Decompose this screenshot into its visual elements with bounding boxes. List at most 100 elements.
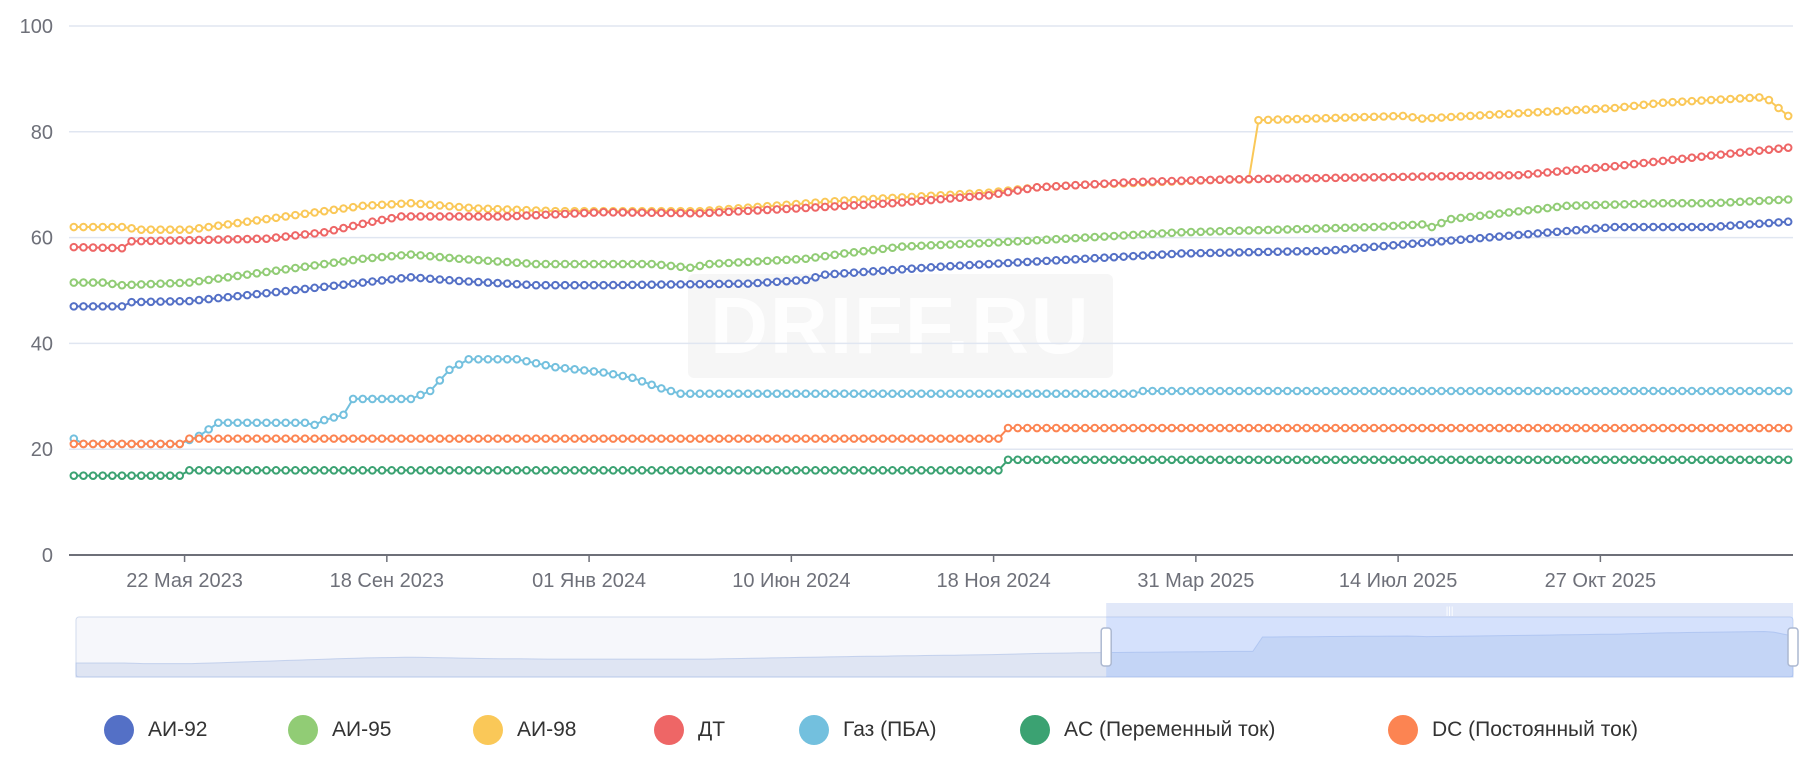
data-point — [1225, 226, 1234, 236]
data-point — [406, 466, 416, 475]
data-point — [1417, 423, 1427, 433]
data-point — [859, 434, 868, 443]
data-point — [416, 212, 425, 221]
data-point — [233, 291, 242, 301]
data-point — [570, 434, 579, 443]
legend-item[interactable]: AC (Переменный ток) — [1020, 715, 1275, 745]
data-point — [1196, 175, 1205, 185]
y-tick-label: 80 — [31, 122, 53, 144]
data-point — [859, 200, 868, 210]
data-point — [1475, 386, 1485, 396]
legend-item[interactable]: DC (Постоянный ток) — [1388, 715, 1638, 745]
data-point — [1398, 386, 1408, 396]
data-point — [377, 252, 387, 262]
data-point — [1177, 386, 1186, 396]
data-point — [753, 257, 762, 266]
data-point — [1649, 157, 1658, 167]
data-point — [1706, 151, 1716, 160]
data-point — [1032, 455, 1042, 465]
data-point — [252, 466, 262, 475]
data-point — [1745, 197, 1754, 206]
data-point — [1706, 198, 1716, 208]
data-point — [396, 394, 406, 404]
data-point — [1350, 244, 1360, 253]
data-point — [262, 288, 271, 298]
data-point — [522, 211, 531, 220]
data-point — [396, 212, 406, 221]
data-point — [1013, 258, 1022, 267]
data-point — [136, 280, 146, 289]
data-point — [1726, 197, 1735, 207]
data-point — [955, 466, 965, 475]
data-point — [1417, 220, 1427, 229]
data-point — [1311, 386, 1321, 396]
data-point — [608, 259, 618, 269]
data-point — [1003, 455, 1013, 465]
data-point — [117, 302, 127, 311]
data-point — [387, 213, 396, 223]
data-point — [1408, 172, 1417, 182]
legend-label: DC (Постоянный ток) — [1432, 718, 1638, 741]
data-point — [1533, 455, 1543, 465]
data-point — [1042, 455, 1051, 465]
data-point — [984, 434, 994, 443]
data-point — [1475, 111, 1485, 120]
data-point — [608, 466, 618, 475]
data-point — [1206, 455, 1215, 465]
data-point — [1774, 103, 1783, 113]
data-point — [348, 255, 358, 265]
data-point — [474, 255, 483, 265]
data-point — [464, 212, 473, 221]
data-point — [1687, 153, 1697, 163]
data-point — [1215, 455, 1225, 465]
data-point — [1677, 198, 1687, 208]
data-point — [1552, 455, 1562, 465]
data-point — [185, 296, 194, 306]
data-point — [358, 394, 368, 404]
data-point — [618, 280, 628, 290]
data-point — [1726, 423, 1735, 433]
data-point — [1639, 222, 1649, 232]
data-point — [1398, 455, 1408, 465]
data-point — [1533, 107, 1543, 117]
data-point — [714, 259, 724, 268]
data-point — [445, 275, 454, 285]
data-point — [608, 434, 618, 443]
data-point — [1735, 148, 1745, 157]
data-point — [1417, 386, 1427, 396]
navigator-selection[interactable] — [1106, 617, 1793, 677]
data-point — [1321, 224, 1331, 233]
data-point — [1456, 455, 1466, 465]
y-tick-label: 60 — [31, 228, 53, 250]
data-point — [156, 236, 165, 246]
data-point — [1581, 164, 1591, 174]
data-point — [194, 224, 204, 233]
legend-item[interactable]: АИ-98 — [473, 715, 576, 745]
data-point — [849, 268, 859, 277]
data-point — [319, 206, 329, 216]
data-point — [108, 302, 117, 311]
data-point — [1562, 166, 1571, 175]
legend-dot-icon — [1388, 715, 1418, 745]
legend-item[interactable]: Газ (ПБА) — [799, 715, 937, 745]
data-point — [483, 256, 493, 266]
data-point — [782, 434, 791, 443]
navigator-handle-right[interactable] — [1787, 627, 1799, 667]
data-point — [146, 225, 156, 234]
data-point — [1051, 256, 1061, 265]
data-point — [262, 234, 271, 243]
data-point — [406, 394, 416, 404]
legend-item[interactable]: ДТ — [654, 715, 725, 745]
legend-item[interactable]: АИ-92 — [104, 715, 207, 745]
data-point — [493, 354, 502, 364]
data-point — [1389, 386, 1398, 396]
navigator-handle-left[interactable] — [1100, 627, 1112, 667]
data-point — [483, 278, 493, 287]
legend-dot-icon — [1020, 715, 1050, 745]
data-point — [1764, 145, 1774, 154]
data-point — [1581, 105, 1591, 114]
data-point — [1331, 455, 1340, 465]
legend-item[interactable]: АИ-95 — [288, 715, 391, 745]
data-point — [724, 279, 734, 289]
navigator-move-handle[interactable] — [1106, 603, 1793, 617]
